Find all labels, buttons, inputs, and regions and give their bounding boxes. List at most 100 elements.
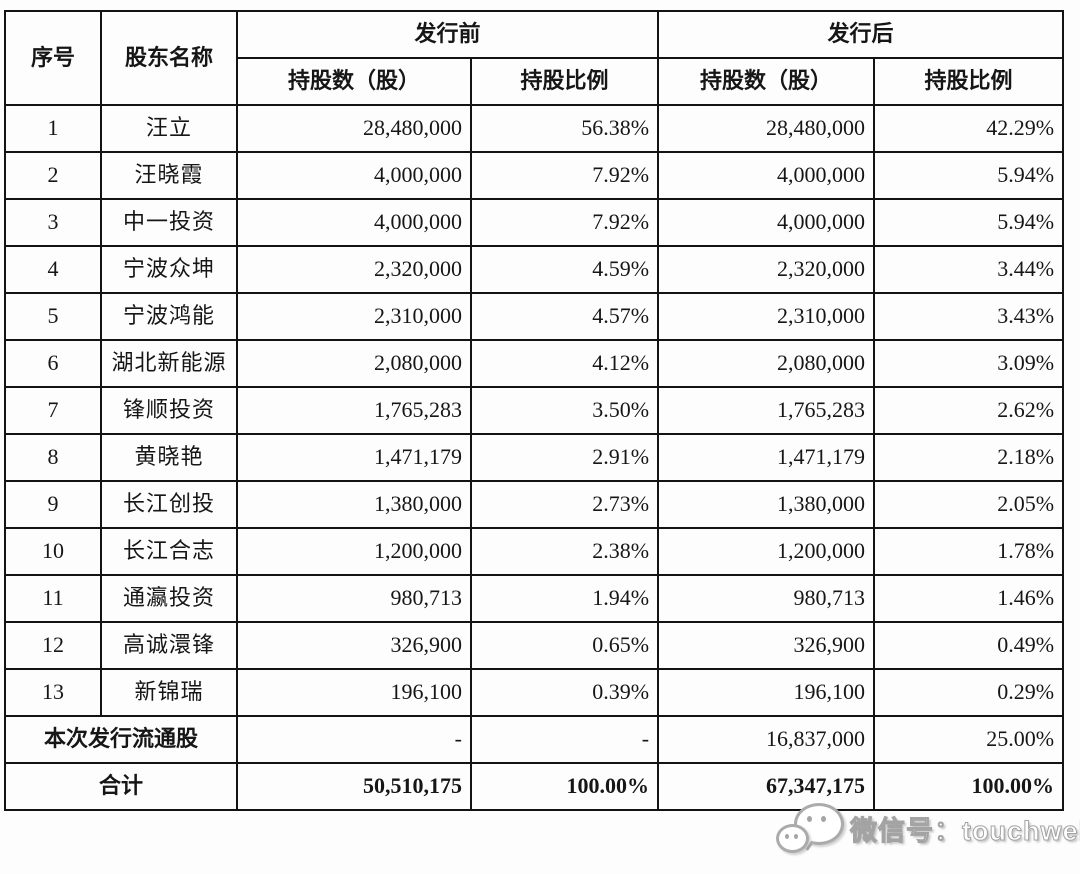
cell-index: 5 <box>4 292 102 341</box>
shareholder-table: 序号 股东名称 发行前 发行后 持股数（股） 持股比例 持股数（股） 持股比例 … <box>4 10 1065 811</box>
cell-pre-shares: 4,000,000 <box>236 198 472 247</box>
total-pre-shares: 50,510,175 <box>236 762 472 811</box>
cell-pre-ratio: 4.12% <box>469 339 660 388</box>
cell-shareholder-name: 汪立 <box>100 104 238 153</box>
issue-pre-ratio: - <box>469 715 660 764</box>
cell-pre-ratio: 7.92% <box>469 151 660 200</box>
cell-post-shares: 1,765,283 <box>657 386 876 435</box>
cell-pre-shares: 2,310,000 <box>236 292 472 341</box>
cell-index: 11 <box>4 574 102 623</box>
cell-post-shares: 4,000,000 <box>657 198 876 247</box>
table-row: 2 汪晓霞 4,000,000 7.92% 4,000,000 5.94% <box>4 151 1065 200</box>
cell-index: 4 <box>4 245 102 294</box>
cell-post-ratio: 1.78% <box>873 527 1065 576</box>
wechat-bubble-small <box>776 824 809 853</box>
cell-pre-ratio: 1.94% <box>469 574 660 623</box>
cell-pre-shares: 2,080,000 <box>236 339 472 388</box>
cell-index: 7 <box>4 386 102 435</box>
header-group-before: 发行前 <box>235 10 660 59</box>
cell-pre-ratio: 56.38% <box>469 104 660 153</box>
cell-pre-shares: 1,380,000 <box>236 480 472 529</box>
cell-post-shares: 2,320,000 <box>657 245 876 294</box>
table-row: 3 中一投资 4,000,000 7.92% 4,000,000 5.94% <box>4 198 1065 247</box>
header-ratio-after: 持股比例 <box>873 57 1065 106</box>
cell-post-shares: 980,713 <box>657 574 876 623</box>
header-shares-before: 持股数（股） <box>236 57 472 106</box>
issue-row-label: 本次发行流通股 <box>4 715 238 764</box>
table-row: 13 新锦瑞 196,100 0.39% 196,100 0.29% <box>4 668 1065 717</box>
table-body: 1 汪立 28,480,000 56.38% 28,480,000 42.29%… <box>4 104 1065 717</box>
header-shares-after: 持股数（股） <box>657 57 876 106</box>
cell-shareholder-name: 长江创投 <box>100 480 238 529</box>
cell-pre-ratio: 7.92% <box>469 198 660 247</box>
cell-pre-shares: 2,320,000 <box>236 245 472 294</box>
cell-post-shares: 2,080,000 <box>657 339 876 388</box>
cell-pre-ratio: 3.50% <box>469 386 660 435</box>
cell-pre-ratio: 2.91% <box>469 433 660 482</box>
cell-shareholder-name: 通瀛投资 <box>100 574 238 623</box>
cell-pre-shares: 326,900 <box>236 621 472 670</box>
cell-pre-ratio: 2.73% <box>469 480 660 529</box>
cell-pre-shares: 1,765,283 <box>236 386 472 435</box>
table-row: 11 通瀛投资 980,713 1.94% 980,713 1.46% <box>4 574 1065 623</box>
header-index: 序号 <box>4 10 102 106</box>
cell-post-ratio: 5.94% <box>873 151 1065 200</box>
cell-pre-ratio: 4.59% <box>469 245 660 294</box>
cell-index: 10 <box>4 527 102 576</box>
header-group-after: 发行后 <box>657 10 1065 59</box>
cell-post-shares: 28,480,000 <box>657 104 876 153</box>
cell-post-ratio: 0.49% <box>873 621 1065 670</box>
cell-pre-ratio: 2.38% <box>469 527 660 576</box>
cell-pre-shares: 1,200,000 <box>236 527 472 576</box>
watermark-text: 微信号：touchweb <box>850 815 1080 846</box>
header-shareholder-name: 股东名称 <box>100 10 238 106</box>
total-row: 合计 50,510,175 100.00% 67,347,175 100.00% <box>4 762 1065 811</box>
cell-shareholder-name: 锋顺投资 <box>100 386 238 435</box>
cell-post-shares: 196,100 <box>657 668 876 717</box>
cell-post-ratio: 3.43% <box>873 292 1065 341</box>
cell-index: 9 <box>4 480 102 529</box>
cell-pre-ratio: 4.57% <box>469 292 660 341</box>
cell-post-ratio: 2.18% <box>873 433 1065 482</box>
watermark: 微信号：touchweb <box>772 800 1080 856</box>
cell-post-ratio: 0.29% <box>873 668 1065 717</box>
cell-pre-shares: 1,471,179 <box>236 433 472 482</box>
cell-post-shares: 1,200,000 <box>657 527 876 576</box>
cell-shareholder-name: 湖北新能源 <box>100 339 238 388</box>
cell-index: 13 <box>4 668 102 717</box>
cell-shareholder-name: 中一投资 <box>100 198 238 247</box>
table-row: 5 宁波鸿能 2,310,000 4.57% 2,310,000 3.43% <box>4 292 1065 341</box>
cell-shareholder-name: 汪晓霞 <box>100 151 238 200</box>
table-row: 7 锋顺投资 1,765,283 3.50% 1,765,283 2.62% <box>4 386 1065 435</box>
cell-shareholder-name: 宁波众坤 <box>100 245 238 294</box>
header-row-columns: 持股数（股） 持股比例 持股数（股） 持股比例 <box>5 57 1065 106</box>
cell-post-shares: 326,900 <box>657 621 876 670</box>
cell-post-ratio: 5.94% <box>873 198 1065 247</box>
cell-pre-shares: 980,713 <box>236 574 472 623</box>
issue-post-shares: 16,837,000 <box>657 715 876 764</box>
issue-pre-shares: - <box>236 715 472 764</box>
cell-post-shares: 2,310,000 <box>657 292 876 341</box>
cell-shareholder-name: 长江合志 <box>100 527 238 576</box>
wechat-icon <box>772 800 850 856</box>
cell-post-shares: 1,380,000 <box>657 480 876 529</box>
cell-pre-shares: 28,480,000 <box>236 104 472 153</box>
total-post-ratio: 100.00% <box>873 762 1065 811</box>
issue-post-ratio: 25.00% <box>873 715 1065 764</box>
cell-index: 1 <box>4 104 102 153</box>
total-pre-ratio: 100.00% <box>469 762 660 811</box>
total-post-shares: 67,347,175 <box>657 762 876 811</box>
table-row: 10 长江合志 1,200,000 2.38% 1,200,000 1.78% <box>4 527 1065 576</box>
cell-shareholder-name: 黄晓艳 <box>100 433 238 482</box>
cell-index: 8 <box>4 433 102 482</box>
cell-index: 12 <box>4 621 102 670</box>
cell-post-ratio: 1.46% <box>873 574 1065 623</box>
cell-shareholder-name: 新锦瑞 <box>100 668 238 717</box>
cell-pre-shares: 4,000,000 <box>236 151 472 200</box>
cell-shareholder-name: 高诚澴锋 <box>100 621 238 670</box>
table-footer: 本次发行流通股 - - 16,837,000 25.00% 合计 50,510,… <box>4 715 1065 811</box>
cell-post-ratio: 3.44% <box>873 245 1065 294</box>
table-row: 1 汪立 28,480,000 56.38% 28,480,000 42.29% <box>4 104 1065 153</box>
table-row: 9 长江创投 1,380,000 2.73% 1,380,000 2.05% <box>4 480 1065 529</box>
